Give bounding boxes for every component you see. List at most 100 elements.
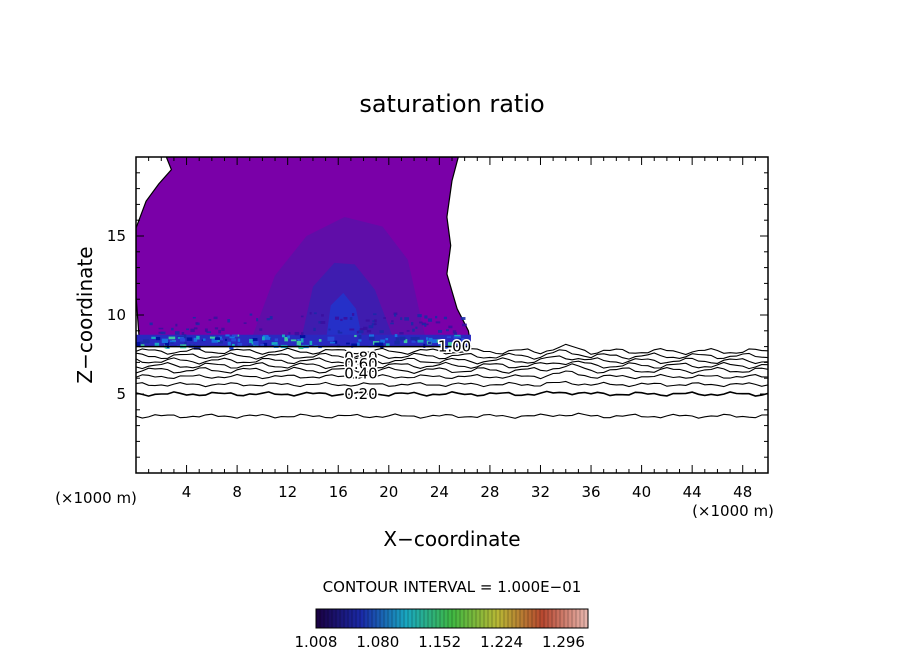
x-axis-label: X−coordinate <box>383 527 520 551</box>
cloud-base-cell <box>457 338 461 341</box>
cloud-base-cell <box>140 344 145 348</box>
cloud-base-cell <box>227 319 231 323</box>
x-tick-label: 28 <box>480 483 499 501</box>
cloud-base-cell <box>274 338 279 342</box>
cloud-base-cell <box>320 321 326 324</box>
cloud-base-cell <box>297 339 300 342</box>
cloud-base-cell <box>427 341 432 344</box>
cloud-base-cell <box>448 325 453 329</box>
x-tick-label: 40 <box>632 483 651 501</box>
cloud-base-cell <box>301 332 304 336</box>
cloud-base-cell <box>453 336 461 339</box>
cloud-base-cell <box>338 331 343 334</box>
cloud-base-cell <box>447 342 455 346</box>
contour-label: 0.40 <box>344 364 377 382</box>
contour-line-0.90 <box>136 343 768 356</box>
cloud-base-cell <box>193 345 201 350</box>
cloud-base-cell <box>336 344 341 348</box>
cloud-base-cell <box>410 322 414 326</box>
cloud-base-cell <box>313 312 317 315</box>
cloud-base-cell <box>169 340 176 343</box>
cloud-base-cell <box>385 338 389 341</box>
cloud-base-cell <box>174 331 180 335</box>
cloud-base-cell <box>368 325 374 329</box>
contour-line-0.40 <box>136 370 768 380</box>
contour-line-0.10 <box>136 412 768 419</box>
contour-label: 0.60 <box>344 355 377 373</box>
cloud-base-cell <box>426 337 429 340</box>
cloud-base-cell <box>438 329 443 333</box>
contour-label: 1.00 <box>438 338 471 356</box>
cloud-base-cell <box>328 328 331 331</box>
cloud-base-cell <box>183 334 187 339</box>
cloud-base-cell <box>457 345 461 350</box>
cloud-base-cell <box>391 320 394 323</box>
cloud-base-cell <box>145 339 150 344</box>
cloud-base-band <box>136 312 471 350</box>
x-tick-label: 8 <box>232 483 242 501</box>
cloud-base-cell <box>313 327 316 332</box>
y-tick-label: 5 <box>116 385 126 403</box>
x-unit-label-right: (×1000 m) <box>692 502 774 520</box>
cloud-base-cell <box>249 313 253 316</box>
x-tick-label: 20 <box>379 483 398 501</box>
cloud-base-cell <box>165 342 170 346</box>
cloud-base-cell <box>195 322 199 325</box>
colorbar-labels: 1.008 1.080 1.152 1.224 1.296 <box>295 633 585 651</box>
cloud-base-cell <box>422 323 426 326</box>
cloud-base-cell <box>358 330 364 334</box>
colorbar-label: 1.152 <box>418 633 461 651</box>
cloud-base-cell <box>415 326 418 329</box>
cloud-base-cell <box>186 328 190 331</box>
cloud-base-cell <box>218 336 222 340</box>
cloud-base-cell <box>399 336 406 341</box>
cloud-base-cell <box>263 342 268 348</box>
cloud-base-cell <box>417 314 422 318</box>
cloud-base-cell <box>221 327 225 331</box>
cloud-base-cell <box>227 341 231 346</box>
cloud-base-cell <box>394 340 400 345</box>
cloud-base-cell <box>175 323 178 327</box>
cloud-base-cell <box>354 334 357 338</box>
cloud-base-cell <box>300 338 304 343</box>
cloud-base-cell <box>300 315 304 318</box>
cloud-base-cell <box>390 322 394 325</box>
cloud-base-cell <box>426 323 429 326</box>
contour-label: 0.20 <box>344 385 377 403</box>
contour-line-0.70 <box>136 355 768 365</box>
contour-line-0.30 <box>136 380 768 388</box>
cloud-base-cell <box>438 343 442 347</box>
cloud-base-cell <box>211 338 218 343</box>
cloud-base-cell <box>443 316 448 320</box>
cloud-base-cell <box>252 338 258 342</box>
y-axis-ticks: 5 10 15 <box>107 172 768 458</box>
cloud-base-cell <box>247 344 254 347</box>
cloud-base-cell <box>214 337 221 340</box>
cloud-base-cell <box>460 317 466 320</box>
cloud-base-cell <box>229 345 234 350</box>
cloud-base-cell <box>417 339 424 343</box>
cloud-base-cell <box>406 330 410 332</box>
cloud-base-cell <box>231 338 236 342</box>
cloud-base-cell <box>343 317 348 320</box>
cloud-base-cell <box>432 339 437 344</box>
cloud-base-cell <box>424 323 427 327</box>
cloud-base-cell <box>208 319 212 321</box>
cloud-base-cell <box>253 341 259 346</box>
cloud-base-cell <box>461 340 468 344</box>
colorbar-label: 1.296 <box>542 633 585 651</box>
cloud-base-cell <box>151 336 156 339</box>
y-axis-label: Z−coordinate <box>73 246 97 383</box>
x-tick-label: 44 <box>683 483 702 501</box>
colorbar-label: 1.008 <box>295 633 338 651</box>
x-axis-ticks: 4 8 12 16 20 24 28 32 36 40 44 48 <box>148 157 756 501</box>
cloud-base-cell <box>220 338 224 341</box>
cloud-base-cell <box>356 330 359 334</box>
y-tick-label: 10 <box>107 306 126 324</box>
cloud-base-cell <box>260 344 265 347</box>
cloud-base-cell <box>262 335 269 340</box>
cloud-base-cell <box>371 323 376 326</box>
cloud-base-cell <box>217 340 220 342</box>
cloud-base-cell <box>400 317 403 321</box>
cloud-base-cell <box>349 317 353 321</box>
